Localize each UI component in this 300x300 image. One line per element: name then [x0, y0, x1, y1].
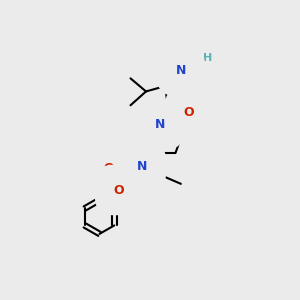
Text: N: N	[137, 160, 147, 173]
Text: N: N	[176, 64, 186, 77]
Text: O: O	[103, 162, 114, 175]
Text: H: H	[184, 56, 193, 66]
Text: H: H	[203, 52, 213, 63]
Text: O: O	[114, 184, 124, 196]
Text: N: N	[155, 118, 165, 131]
Text: O: O	[183, 106, 194, 119]
